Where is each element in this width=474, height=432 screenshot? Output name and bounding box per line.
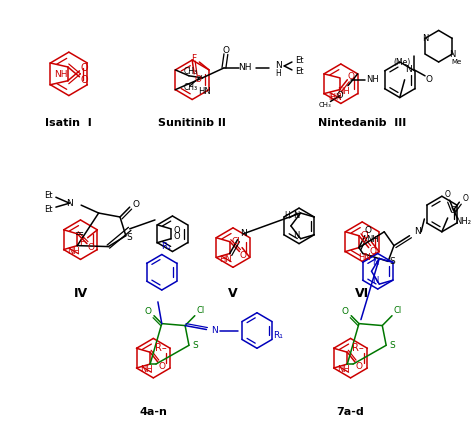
Text: H: H: [284, 210, 290, 219]
Text: O: O: [81, 75, 88, 85]
Text: O: O: [369, 247, 376, 256]
Text: O: O: [342, 307, 349, 316]
Text: O: O: [173, 226, 180, 235]
Text: N: N: [372, 276, 379, 285]
Text: O: O: [132, 200, 139, 209]
Text: O: O: [87, 243, 94, 252]
Text: N: N: [275, 61, 282, 70]
Text: N: N: [293, 212, 300, 220]
Text: Isatin  I: Isatin I: [46, 118, 92, 128]
Text: H: H: [275, 70, 281, 78]
Text: O: O: [173, 232, 180, 241]
Text: S: S: [389, 341, 395, 350]
Text: NH: NH: [366, 235, 379, 244]
Text: NH: NH: [238, 64, 252, 73]
Text: N: N: [211, 326, 218, 335]
Text: NH: NH: [54, 70, 68, 79]
Text: Et: Et: [44, 205, 52, 213]
Text: NH: NH: [337, 87, 350, 96]
Text: Sunitinib II: Sunitinib II: [158, 118, 226, 128]
Text: VI: VI: [355, 287, 369, 301]
Text: CH₃: CH₃: [184, 83, 198, 92]
Text: NH: NH: [337, 365, 350, 375]
Text: O: O: [462, 194, 468, 203]
Text: R–: R–: [352, 343, 364, 353]
Text: O: O: [356, 362, 363, 371]
Text: S: S: [451, 206, 456, 215]
Text: NH: NH: [140, 365, 153, 375]
Text: F: F: [191, 54, 196, 63]
Text: Et: Et: [295, 56, 304, 64]
Text: N: N: [293, 231, 300, 240]
Text: Nintedanib  III: Nintedanib III: [318, 118, 406, 128]
Text: F: F: [79, 238, 84, 247]
Text: O: O: [425, 75, 432, 84]
Text: CH₃: CH₃: [318, 102, 331, 108]
Text: O: O: [222, 46, 229, 55]
Text: N: N: [414, 227, 420, 236]
Text: N: N: [422, 34, 428, 43]
Text: O: O: [348, 72, 355, 81]
Text: O: O: [194, 75, 201, 84]
Text: HN: HN: [358, 253, 371, 262]
Text: S: S: [389, 257, 395, 266]
Text: O: O: [145, 307, 152, 316]
Text: Cl: Cl: [394, 306, 402, 315]
Text: N: N: [405, 65, 412, 74]
Text: Cl: Cl: [232, 237, 241, 246]
Text: NH: NH: [366, 75, 379, 84]
Text: O: O: [158, 362, 165, 371]
Text: 4a-n: 4a-n: [139, 407, 167, 417]
Text: Cl: Cl: [197, 306, 205, 315]
Text: R₁: R₁: [161, 242, 171, 251]
Text: S: S: [127, 233, 133, 242]
Text: N: N: [240, 229, 247, 238]
Text: N: N: [372, 258, 379, 267]
Text: CH₃: CH₃: [184, 67, 198, 76]
Text: O: O: [445, 190, 451, 199]
Text: O: O: [337, 91, 344, 100]
Text: O: O: [364, 226, 371, 235]
Text: Me: Me: [451, 59, 461, 65]
Text: R–: R–: [155, 343, 166, 353]
Text: NH₂: NH₂: [455, 217, 471, 226]
Text: HN: HN: [198, 87, 211, 96]
Text: =: =: [74, 229, 84, 239]
Text: O: O: [240, 251, 247, 260]
Text: Et: Et: [295, 67, 304, 76]
Text: HN: HN: [219, 255, 232, 264]
Text: NH: NH: [67, 247, 80, 256]
Text: O: O: [81, 63, 88, 73]
Text: IHN: IHN: [328, 93, 342, 102]
Text: N: N: [66, 199, 73, 208]
Text: 7a-d: 7a-d: [337, 407, 365, 417]
Text: Et: Et: [44, 191, 52, 200]
Text: (Me): (Me): [393, 57, 410, 67]
Text: IV: IV: [73, 287, 88, 301]
Text: V: V: [228, 287, 238, 301]
Text: S: S: [192, 341, 198, 350]
Text: Cl: Cl: [361, 231, 370, 240]
Text: N: N: [449, 50, 456, 59]
Text: R₁: R₁: [273, 331, 283, 340]
